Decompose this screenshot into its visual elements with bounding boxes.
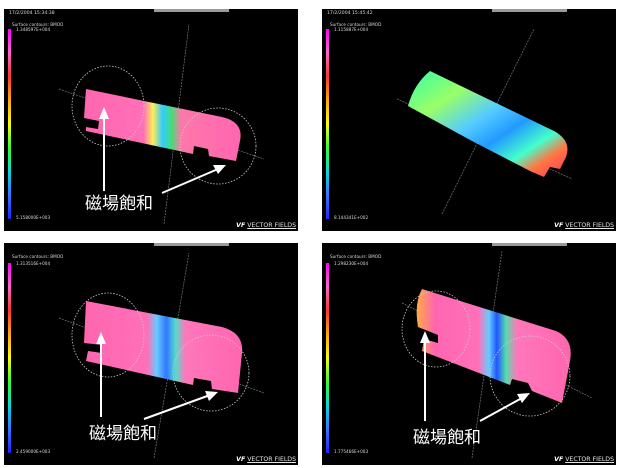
arrow-head bbox=[205, 391, 218, 401]
color-legend-bar bbox=[326, 263, 329, 453]
simulation-panel-1: 17/2/2004 15:34:38 Surface contours: BMO… bbox=[4, 9, 298, 231]
vector-fields-logo: VF VECTOR FIELDS bbox=[554, 456, 614, 463]
saturation-circle bbox=[401, 290, 471, 368]
magnet-body bbox=[408, 71, 568, 177]
simulation-panel-2: 17/2/2004 15:45:42 Surface contours: BMO… bbox=[322, 9, 616, 231]
model-view-3 bbox=[58, 252, 265, 459]
legend-min: 1.775466E+003 bbox=[334, 449, 369, 454]
legend-title: Surface contours: BMOD bbox=[12, 22, 64, 27]
saturation-label: 磁場飽和 bbox=[89, 424, 157, 444]
legend-max: 1.313516E+004 bbox=[16, 261, 51, 266]
saturation-label: 磁場飽和 bbox=[85, 194, 153, 214]
arrow-head bbox=[99, 107, 109, 119]
title-bar bbox=[154, 243, 229, 246]
arrow-head bbox=[517, 393, 530, 403]
color-legend-bar bbox=[8, 29, 11, 219]
timestamp: 17/2/2004 15:34:38 bbox=[9, 11, 55, 16]
arrow bbox=[161, 168, 219, 194]
legend-min: 5.158000E+003 bbox=[16, 215, 51, 220]
legend-title: Surface contours: BMOD bbox=[12, 254, 64, 259]
simulation-panel-3: Surface contours: BMOD 1.313516E+004 2.4… bbox=[4, 243, 298, 465]
axis-line bbox=[471, 250, 503, 459]
arrow-head bbox=[213, 165, 226, 174]
vector-fields-logo: VF VECTOR FIELDS bbox=[554, 222, 614, 229]
simulation-panel-4: Surface contours: BMOD 1.298230E+004 1.7… bbox=[322, 243, 616, 465]
color-legend-bar bbox=[326, 29, 329, 219]
saturation-circle bbox=[71, 292, 145, 378]
model-view-4 bbox=[401, 250, 593, 459]
saturation-circle bbox=[172, 334, 250, 412]
saturation-circle bbox=[71, 65, 145, 147]
arrow-head bbox=[96, 332, 106, 344]
arrow bbox=[479, 397, 523, 422]
vector-fields-logo: VF VECTOR FIELDS bbox=[236, 456, 296, 463]
title-bar bbox=[492, 9, 567, 12]
saturation-label: 磁場飽和 bbox=[413, 428, 481, 448]
magnet-body bbox=[84, 89, 241, 161]
legend-max: 1.115887E+004 bbox=[334, 27, 369, 32]
model-view-1 bbox=[58, 23, 265, 225]
saturation-circle bbox=[179, 107, 257, 185]
title-bar bbox=[154, 9, 229, 12]
vector-fields-logo: VF VECTOR FIELDS bbox=[236, 222, 296, 229]
title-bar bbox=[492, 243, 567, 246]
legend-min: 2.459000E+003 bbox=[16, 449, 51, 454]
magnet-body bbox=[84, 301, 243, 393]
legend-title: Surface contours: BMOD bbox=[330, 22, 382, 27]
vf-logo-icon: VF bbox=[554, 456, 564, 463]
legend-max: 1.298230E+004 bbox=[334, 261, 369, 266]
vf-logo-icon: VF bbox=[236, 222, 246, 229]
magnet-body bbox=[416, 289, 571, 403]
color-legend-bar bbox=[8, 263, 11, 453]
saturation-circle bbox=[489, 335, 571, 417]
legend-min: 8.144341E+002 bbox=[334, 215, 369, 220]
legend-max: 1.348597E+004 bbox=[16, 27, 51, 32]
arrow bbox=[143, 394, 211, 420]
vf-logo-icon: VF bbox=[554, 222, 564, 229]
arrow-head bbox=[420, 331, 430, 343]
timestamp: 17/2/2004 15:45:42 bbox=[327, 11, 373, 16]
model-view-2 bbox=[396, 28, 573, 215]
vf-logo-icon: VF bbox=[236, 456, 246, 463]
legend-title: Surface contours: BMOD bbox=[330, 254, 382, 259]
